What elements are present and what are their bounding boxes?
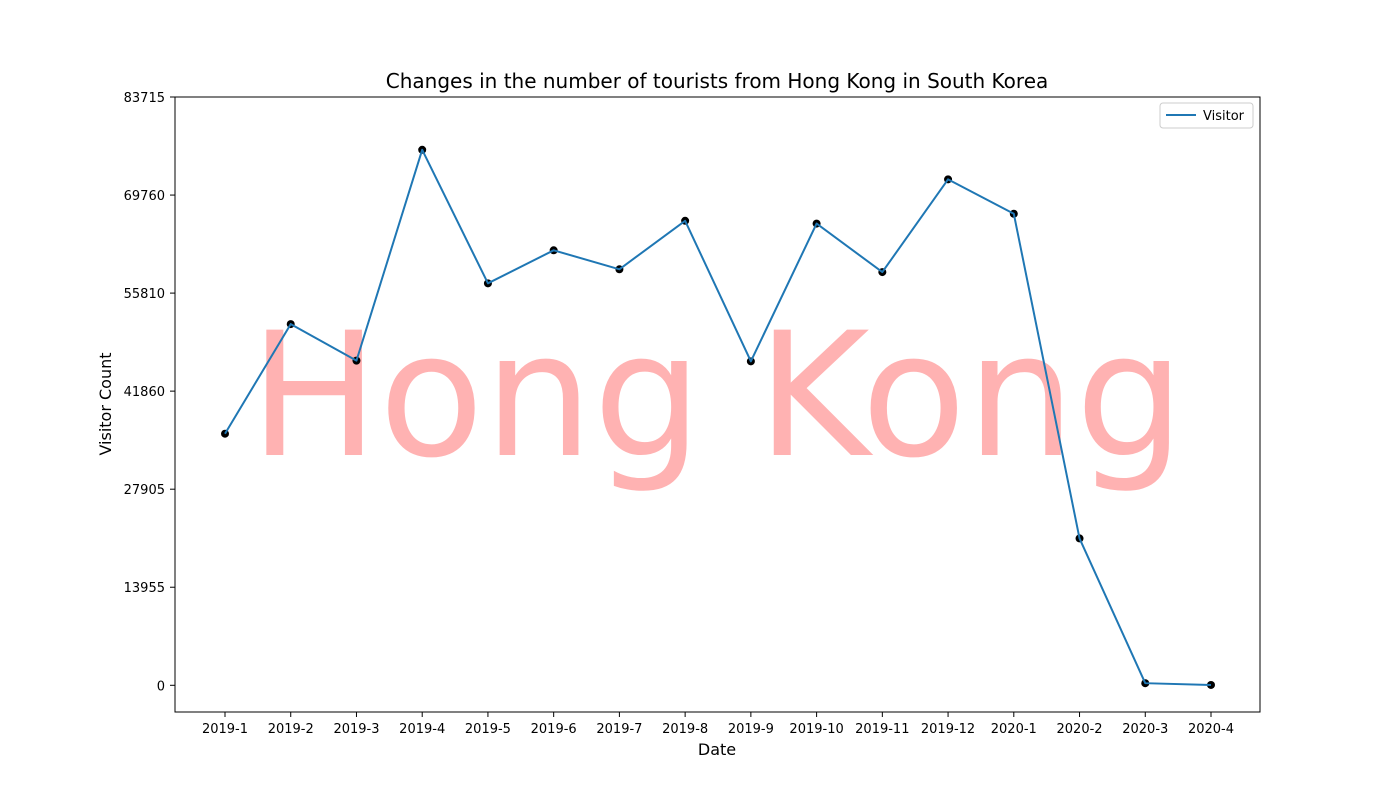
x-tick-label: 2019-2 <box>268 722 314 737</box>
y-tick-label: 83715 <box>124 91 165 106</box>
plot-area-frame <box>174 96 1261 713</box>
legend: Visitor <box>1159 102 1254 129</box>
y-tick-label: 69760 <box>124 189 165 204</box>
x-tick-label: 2019-1 <box>202 722 248 737</box>
x-tick-label: 2019-12 <box>921 722 975 737</box>
legend-box <box>1159 102 1254 129</box>
x-tick-label: 2019-7 <box>596 722 642 737</box>
y-tick-label: 27905 <box>124 483 165 498</box>
x-tick-label: 2019-11 <box>855 722 909 737</box>
x-axis: 2019-1 2019-2 2019-3 2019-4 2019-5 2019-6 2019… <box>202 712 1234 737</box>
y-tick-label: 13955 <box>124 581 165 596</box>
x-tick-label: 2019-8 <box>662 722 708 737</box>
x-tick-label: 2020-3 <box>1122 722 1168 737</box>
x-tick-label: 2019-9 <box>728 722 774 737</box>
x-tick-label: 2020-4 <box>1188 722 1234 737</box>
x-tick-label: 2019-4 <box>399 722 445 737</box>
x-tick-label: 2020-2 <box>1057 722 1103 737</box>
series-layer <box>221 145 1215 689</box>
x-tick-label: 2019-5 <box>465 722 511 737</box>
x-tick-label: 2019-6 <box>531 722 577 737</box>
x-tick-label: 2020-1 <box>991 722 1037 737</box>
y-axis-label: Visitor Count <box>96 352 115 455</box>
y-tick-label: 55810 <box>124 287 165 302</box>
x-axis-label: Date <box>698 740 736 759</box>
y-axis: 0 13955 27905 41860 55810 69760 83715 <box>124 91 175 694</box>
x-tick-label: 2019-3 <box>333 722 379 737</box>
watermark-text: Hong Kong <box>249 295 1184 496</box>
y-tick-label: 0 <box>157 679 165 694</box>
series-line-visitor <box>224 148 1212 686</box>
x-tick-label: 2019-10 <box>789 722 843 737</box>
chart-title: Changes in the number of tourists from H… <box>386 69 1049 93</box>
y-tick-label: 41860 <box>124 385 165 400</box>
legend-label-visitor: Visitor <box>1203 109 1245 124</box>
